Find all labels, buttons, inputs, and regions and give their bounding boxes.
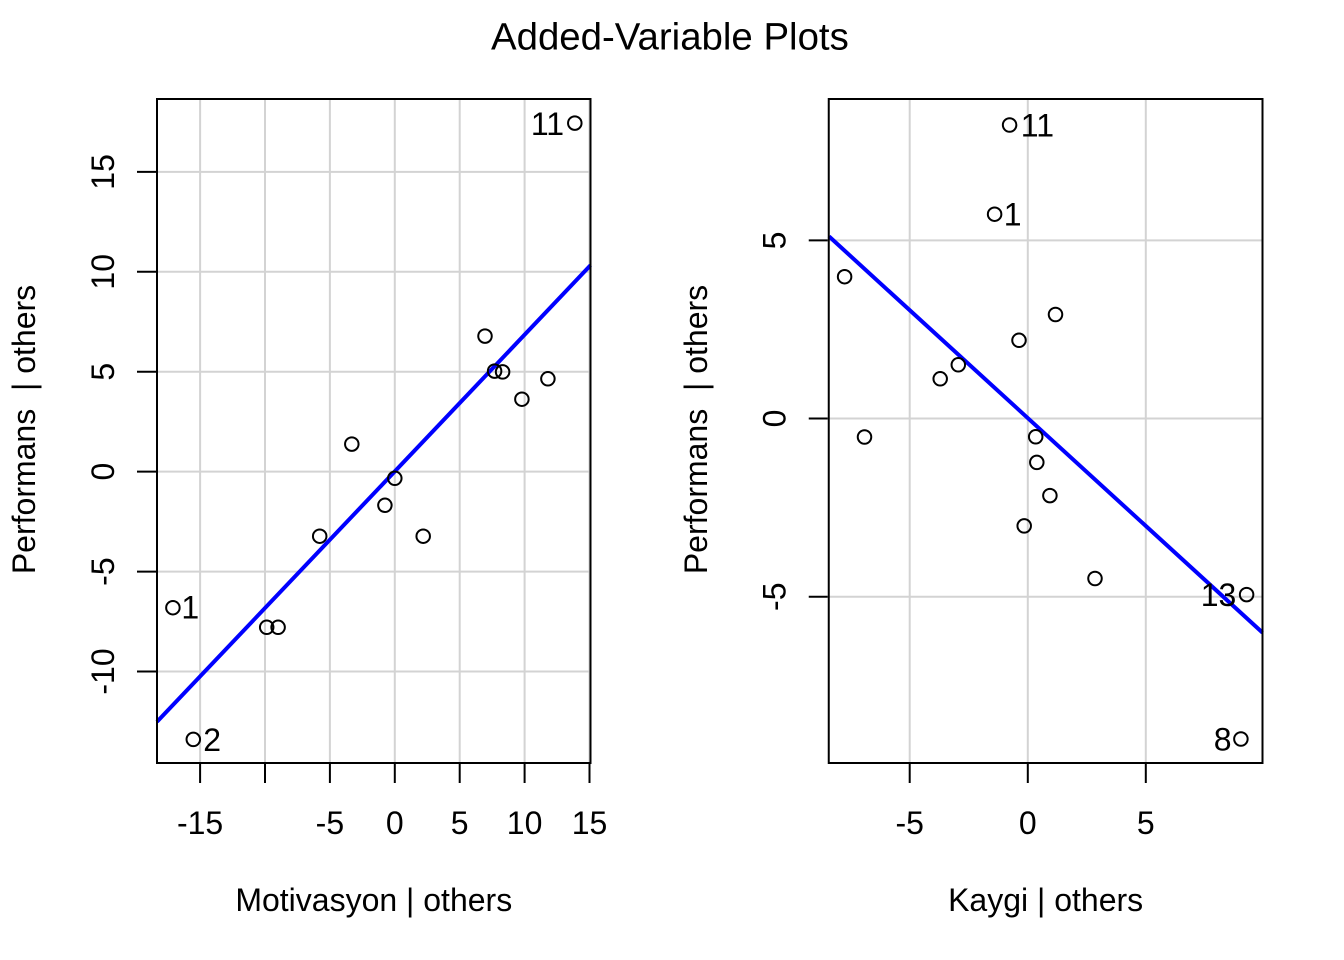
svg-text:5: 5: [451, 805, 469, 841]
svg-text:2: 2: [203, 722, 221, 758]
svg-text:11: 11: [531, 106, 564, 142]
svg-text:1: 1: [181, 590, 199, 626]
svg-text:Added-Variable Plots: Added-Variable Plots: [491, 16, 849, 59]
svg-text:Performans | others: Performans | others: [678, 285, 714, 574]
svg-text:5: 5: [757, 232, 793, 250]
svg-text:Kaygi | others: Kaygi | others: [948, 882, 1143, 918]
svg-text:Performans | others: Performans | others: [6, 285, 42, 574]
svg-text:0: 0: [757, 410, 793, 428]
svg-text:-15: -15: [177, 805, 223, 841]
svg-text:-5: -5: [85, 557, 121, 585]
svg-text:13: 13: [1201, 577, 1237, 613]
svg-text:15: 15: [85, 154, 121, 190]
svg-text:5: 5: [1137, 805, 1155, 841]
svg-text:0: 0: [386, 805, 404, 841]
svg-text:-5: -5: [316, 805, 344, 841]
svg-text:1: 1: [1004, 197, 1022, 233]
svg-text:0: 0: [85, 463, 121, 481]
svg-text:0: 0: [1019, 805, 1037, 841]
svg-text:8: 8: [1214, 721, 1232, 757]
svg-text:5: 5: [85, 363, 121, 381]
svg-text:10: 10: [85, 254, 121, 290]
svg-text:-10: -10: [85, 648, 121, 694]
svg-text:-5: -5: [895, 805, 923, 841]
svg-text:15: 15: [572, 805, 608, 841]
svg-text:10: 10: [507, 805, 543, 841]
svg-text:Motivasyon | others: Motivasyon | others: [235, 882, 512, 918]
svg-text:11: 11: [1021, 107, 1054, 143]
svg-text:-5: -5: [757, 582, 793, 610]
